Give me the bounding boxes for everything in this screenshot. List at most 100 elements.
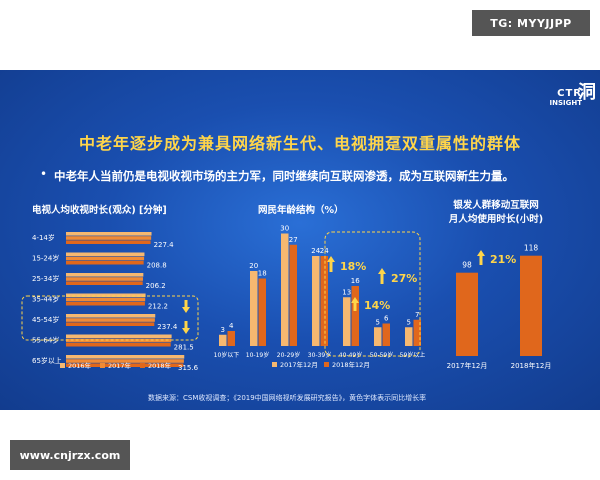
chart1-bar [66,363,184,367]
chart2-bar [413,319,421,346]
chart1-data-label: 281.5 [174,344,194,352]
chart1-category-label: 45-54岁 [32,315,59,324]
chart1-bar [66,256,145,261]
chart1-bar [66,293,146,298]
chart2-data-label: 5 [376,318,380,326]
bullet-text: 中老年人当前仍是电视收视市场的主力军，同时继续向互联网渗透，成为互联网新生力量。 [54,169,514,183]
chart2-bar [219,334,227,346]
chart2-category-label: 59岁以上 [400,351,426,359]
chart1-bar [66,236,152,240]
slide: CTR INSIGHT 洞 中老年逐步成为兼具网络新生代、电视拥趸双重属性的群体… [0,70,600,410]
chart1-bar [66,342,171,347]
chart1-data-label: 315.6 [178,364,199,372]
logo-seal-char: 洞 [578,82,596,103]
chart2-data-label: 5 [407,318,411,326]
chart2-bar [374,327,382,346]
chart1-bar [66,322,155,326]
chart1-category-label: 35-44岁 [32,295,59,304]
chart1-down-arrow-icon [182,321,190,334]
chart2-data-label: 27 [289,236,298,244]
chart2-legend-swatch [272,362,277,367]
chart2-legend-label: 2018年12月 [332,360,370,369]
charts-canvas: 电视人均收视时长(观众) [分钟] 4-14岁 227.4 15-24岁 208.8 25… [21,199,552,372]
chart3-category-label: 2018年12月 [511,361,552,370]
chart1-category-label: 25-34岁 [32,274,59,283]
chart1-data-label: 227.4 [154,241,175,249]
logo-ctr-text: CTR [557,88,582,99]
logo-insight-text: INSIGHT [549,99,583,107]
bullet-dot: • [40,167,48,181]
chart1-highlight-box [21,295,199,341]
chart2-growth-label: 18% [340,260,366,273]
chart2-bar [250,271,258,346]
chart2-up-arrow-icon [351,297,359,311]
chart2-bar [258,278,266,346]
chart1-title: 电视人均收视时长(观众) [分钟] [32,204,167,216]
chart1-bar [66,252,145,257]
chart2-bar [320,256,328,346]
chart1-bar [66,318,155,322]
chart2-bar [382,323,390,346]
chart2-data-label: 24 [311,247,320,255]
chart2-data-label: 18 [258,270,267,278]
chart3-category-label: 2017年12月 [447,361,488,370]
chart1-bar [66,281,143,285]
ctr-logo: CTR INSIGHT 洞 [549,82,597,107]
chart2-data-label: 13 [342,288,351,296]
chart1-down-arrow-icon [182,300,190,313]
chart1-data-label: 212.2 [148,303,168,311]
chart1-bar [66,232,152,236]
chart2-growth-label: 27% [391,272,417,285]
chart2-category-label: 20-29岁 [277,351,300,359]
chart1-bar [66,297,146,302]
chart1-legend-swatch [60,363,65,368]
chart1-data-label: 206.2 [146,282,166,290]
slide-title: 中老年逐步成为兼具网络新生代、电视拥趸双重属性的群体 [78,134,521,153]
chart3-bar [456,272,478,356]
source-note: 数据来源：CSM收视调查；《2019中国网络视听发展研究报告》，黄色字体表示同比… [148,394,427,402]
chart1-category-label: 65岁以上 [32,356,62,365]
chart1-bar [66,334,172,339]
chart2-bar [227,331,235,346]
chart2-bar [351,286,359,346]
chart2-bar [405,327,413,346]
chart1-legend-swatch [140,363,145,368]
chart1-bar [66,338,172,343]
chart1-bar [66,260,144,265]
chart3-title-line: 银发人群移动互联网 [453,199,539,211]
chart2-category-label: 50-59岁 [370,351,393,359]
chart2-bar [343,297,351,346]
chart2-bar [289,244,297,346]
chart2-data-label: 30 [280,225,289,233]
chart2-data-label: 20 [249,262,258,270]
chart2-data-label: 7 [415,311,419,319]
chart1-data-label: 208.8 [147,262,167,270]
chart1-bar [66,277,143,281]
chart2-up-arrow-icon [327,256,335,272]
chart1-category-label: 15-24岁 [32,254,59,263]
chart2-data-label: 4 [229,322,234,330]
chart3-bar [520,255,542,356]
chart2-category-label: 40-49岁 [339,351,362,359]
chart2-legend-label: 2017年12月 [280,360,318,369]
chart3-up-arrow-icon [477,250,485,265]
chart2-title: 网民年龄结构（%） [258,204,344,216]
chart2-data-label: 3 [221,326,225,334]
chart1-legend-swatch [100,363,105,368]
chart2-bar [281,233,289,346]
chart2-bar [312,256,320,346]
chart2-legend-swatch [324,362,329,367]
chart3-data-label: 98 [462,261,472,270]
chart1-legend-label: 2018年 [148,361,172,370]
chart3-title-line: 月人均使用时长(小时) [448,213,543,225]
chart2-category-label: 10岁以下 [214,351,240,359]
chart1-bar [66,355,185,359]
chart2-growth-label: 14% [364,299,390,312]
chart2-up-arrow-icon [378,268,386,284]
chart1-bar [66,301,145,306]
watermark-badge-top: TG: MYYJJPP [472,10,590,36]
chart1-bar [66,240,151,244]
chart1-data-label: 237.4 [157,323,178,331]
chart1-bar [66,314,156,318]
chart2-category-label: 10-19岁 [246,351,269,359]
